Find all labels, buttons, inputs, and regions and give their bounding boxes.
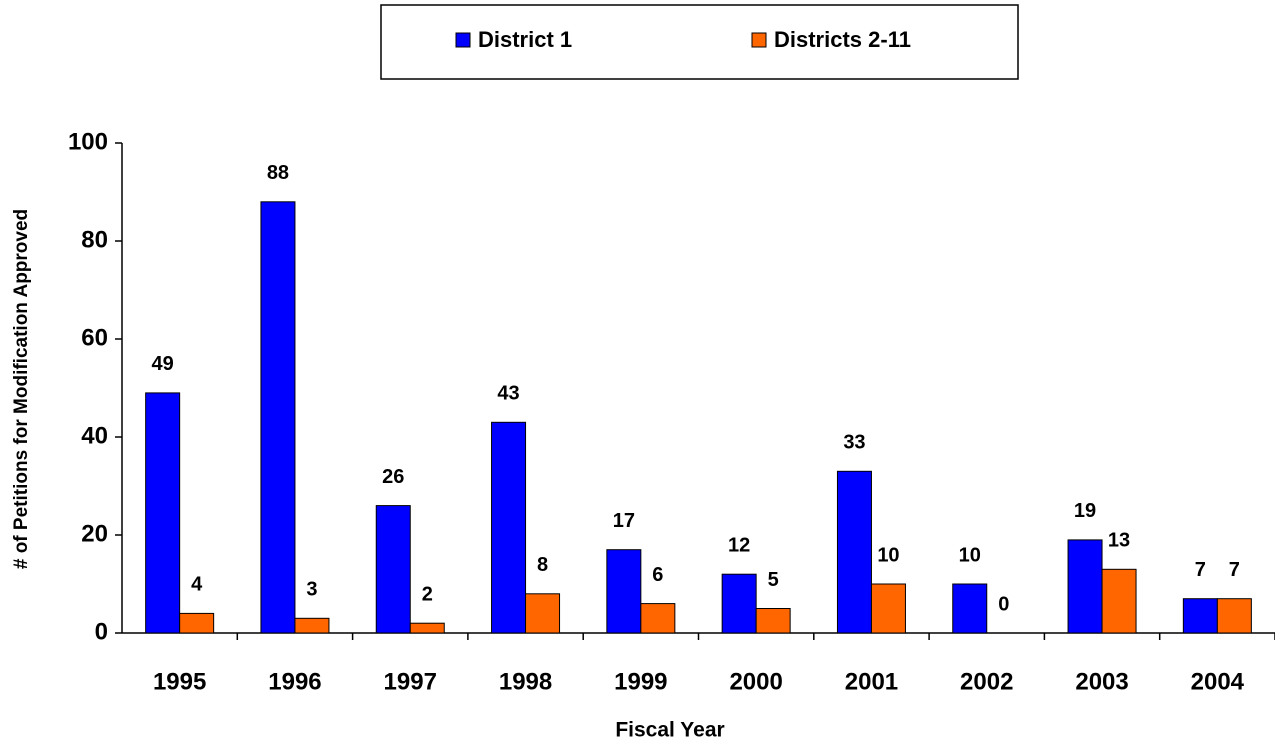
bar [952,583,988,634]
bar [491,421,527,634]
data-label: 7 [1195,559,1206,581]
x-axis-label: Fiscal Year [615,719,724,742]
y-tick-label: 80 [81,226,108,253]
data-label: 19 [1074,500,1096,522]
legend-box [380,4,1019,80]
bar [836,470,872,634]
data-label: 33 [843,432,865,454]
y-axis-label: # of Petitions for Modification Approved [11,209,32,569]
data-label: 8 [537,554,548,576]
bar [525,593,561,634]
data-label: 0 [998,593,1009,615]
data-label: 7 [1229,559,1240,581]
bar [721,573,757,634]
bar [375,505,411,634]
data-label: 6 [652,564,663,586]
bar [606,549,642,634]
legend-swatch [751,32,767,48]
bar [1067,539,1103,634]
x-tick-label: 1999 [614,668,667,695]
data-label: 4 [191,574,203,596]
bar [409,622,445,634]
x-tick-label: 2000 [729,668,782,695]
x-tick-label: 1998 [499,668,552,695]
data-label: 10 [959,544,981,566]
bar [145,392,181,634]
data-label: 2 [422,583,433,605]
data-label: 13 [1108,530,1130,552]
data-label: 12 [728,534,750,556]
bar [179,612,215,634]
data-label: 3 [306,579,317,601]
x-tick-label: 1996 [268,668,321,695]
x-tick-label: 2001 [845,668,898,695]
data-label: 5 [768,569,779,591]
y-tick-label: 60 [81,324,108,351]
legend-label: Districts 2-11 [774,27,911,52]
legend-label: District 1 [478,27,572,52]
y-tick-label: 40 [81,422,108,449]
x-tick-label: 2003 [1075,668,1128,695]
bar [640,603,676,634]
bar [1182,598,1218,634]
data-label: 49 [152,353,174,375]
x-tick-label: 2004 [1191,668,1245,695]
y-tick-label: 0 [95,618,108,645]
bar [755,608,791,634]
data-label: 10 [877,544,899,566]
bar [1216,598,1252,634]
bar [294,617,330,634]
legend-swatch [455,32,471,48]
data-label: 88 [267,162,289,184]
y-tick-label: 100 [68,128,108,155]
x-tick-label: 2002 [960,668,1013,695]
x-tick-label: 1997 [384,668,437,695]
data-label: 43 [497,383,519,405]
y-tick-label: 20 [81,520,108,547]
bar [1101,568,1137,634]
x-tick-label: 1995 [153,668,206,695]
bar [260,201,296,634]
data-label: 17 [613,510,635,532]
bar [870,583,906,634]
data-label: 26 [382,466,404,488]
